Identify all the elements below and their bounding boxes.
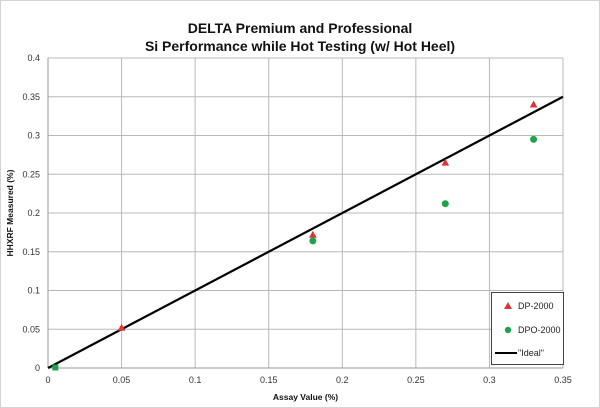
data-point-dp2000 <box>309 230 317 238</box>
y-tick-label: 0 <box>35 363 40 373</box>
y-tick-label: 0.35 <box>22 92 40 102</box>
y-tick-label: 0.2 <box>27 208 40 218</box>
triangle-marker-icon <box>498 302 518 310</box>
y-tick-label: 0.15 <box>22 247 40 257</box>
x-tick-label: 0.2 <box>336 375 349 385</box>
x-tick-label: 0.3 <box>483 375 496 385</box>
data-point-dp2000 <box>117 323 126 331</box>
x-axis-label: Assay Value (%) <box>273 392 338 402</box>
x-tick-label: 0.05 <box>113 375 131 385</box>
data-point-dp2000 <box>441 158 450 166</box>
data-point-dpo2000 <box>441 200 449 208</box>
x-tick-label: 0.1 <box>189 375 202 385</box>
y-axis-label: HHXRF Measured (%) <box>5 169 15 256</box>
legend-item-ideal: "Ideal" <box>494 348 544 358</box>
ideal-line <box>47 95 564 369</box>
chart-subtitle: Si Performance while Hot Testing (w/ Hot… <box>144 38 456 54</box>
data-point-dp2000 <box>529 100 538 108</box>
y-tick-label: 0.25 <box>22 169 40 179</box>
y-tick-label: 0.4 <box>27 53 40 63</box>
x-tick-label: 0.15 <box>260 375 278 385</box>
x-tick-label: 0 <box>45 375 50 385</box>
chart-title: DELTA Premium and Professional <box>187 20 413 36</box>
x-tick-label: 0.35 <box>554 375 572 385</box>
legend-label: DPO-2000 <box>518 325 561 335</box>
legend-label: DP-2000 <box>518 301 554 311</box>
circle-marker-icon <box>498 326 518 334</box>
data-point-dpo2000 <box>530 135 538 143</box>
legend: DP-2000 DPO-2000 "Ideal" <box>491 292 564 365</box>
legend-item-dp2000: DP-2000 <box>498 301 554 311</box>
data-point-dpo2000 <box>309 237 317 245</box>
legend-item-dpo2000: DPO-2000 <box>498 325 561 335</box>
x-tick-label: 0.25 <box>407 375 425 385</box>
legend-label: "Ideal" <box>518 348 544 358</box>
y-tick-label: 0.05 <box>22 324 40 334</box>
line-marker-icon <box>494 351 518 355</box>
y-tick-label: 0.3 <box>27 131 40 141</box>
y-tick-label: 0.1 <box>27 286 40 296</box>
data-point-dpo2000 <box>52 364 59 371</box>
